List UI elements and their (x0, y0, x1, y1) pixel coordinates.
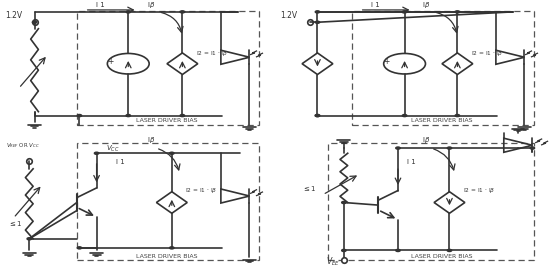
Circle shape (342, 249, 346, 252)
Text: LASER DRIVER BIAS: LASER DRIVER BIAS (411, 118, 472, 123)
Text: $V_{CC}$: $V_{CC}$ (106, 144, 119, 154)
Circle shape (342, 201, 346, 204)
Text: I 1: I 1 (407, 158, 416, 165)
Text: +: + (384, 57, 390, 66)
Text: $\leq$1: $\leq$1 (301, 184, 316, 193)
Text: $V_{EE}$: $V_{EE}$ (326, 256, 340, 268)
Text: LASER DRIVER BIAS: LASER DRIVER BIAS (136, 118, 197, 123)
Bar (328, 143, 534, 259)
Text: LASER DRIVER BIAS: LASER DRIVER BIAS (136, 254, 197, 259)
Bar (77, 11, 259, 125)
Text: I2 = I1 $\cdot$ I$\beta$: I2 = I1 $\cdot$ I$\beta$ (196, 49, 228, 58)
Circle shape (169, 247, 174, 249)
Circle shape (180, 114, 185, 117)
Text: I2 = I1 $\cdot$ I$\beta$: I2 = I1 $\cdot$ I$\beta$ (463, 186, 495, 195)
Text: 1.2V: 1.2V (280, 11, 298, 20)
Circle shape (126, 114, 130, 117)
Text: 1.2V: 1.2V (6, 11, 23, 20)
Text: $\leq$1: $\leq$1 (8, 219, 23, 228)
Circle shape (455, 114, 460, 117)
Text: I$\beta$: I$\beta$ (421, 134, 430, 145)
Text: I$\beta$: I$\beta$ (146, 134, 155, 145)
Text: +: + (107, 57, 114, 66)
Circle shape (32, 21, 37, 23)
Circle shape (315, 114, 320, 117)
Circle shape (447, 249, 452, 252)
Circle shape (126, 11, 130, 13)
Circle shape (27, 238, 31, 240)
Circle shape (95, 152, 99, 154)
Circle shape (180, 11, 185, 13)
Circle shape (447, 147, 452, 149)
Text: I 1: I 1 (371, 2, 380, 8)
Circle shape (530, 147, 535, 149)
Circle shape (77, 247, 81, 249)
Circle shape (455, 11, 460, 13)
Circle shape (315, 21, 320, 23)
Circle shape (396, 249, 400, 252)
Text: LASER DRIVER BIAS: LASER DRIVER BIAS (411, 254, 472, 259)
Circle shape (403, 114, 407, 117)
Text: I2 = I1 $\cdot$ I$\beta$: I2 = I1 $\cdot$ I$\beta$ (185, 186, 217, 195)
Text: I2 = I1 $\cdot$ I$\beta$: I2 = I1 $\cdot$ I$\beta$ (471, 49, 503, 58)
Circle shape (403, 11, 407, 13)
Circle shape (396, 147, 400, 149)
Bar (77, 143, 259, 259)
Text: I$\beta$: I$\beta$ (146, 0, 155, 10)
Circle shape (77, 114, 81, 117)
Text: $V_{REF}$ OR $V_{CC}$: $V_{REF}$ OR $V_{CC}$ (6, 141, 40, 150)
Circle shape (169, 152, 174, 154)
Text: I 1: I 1 (96, 2, 105, 8)
Circle shape (315, 114, 320, 117)
Circle shape (315, 11, 320, 13)
Text: I$\beta$: I$\beta$ (421, 0, 430, 10)
Bar (352, 11, 534, 125)
Text: I 1: I 1 (117, 158, 125, 165)
